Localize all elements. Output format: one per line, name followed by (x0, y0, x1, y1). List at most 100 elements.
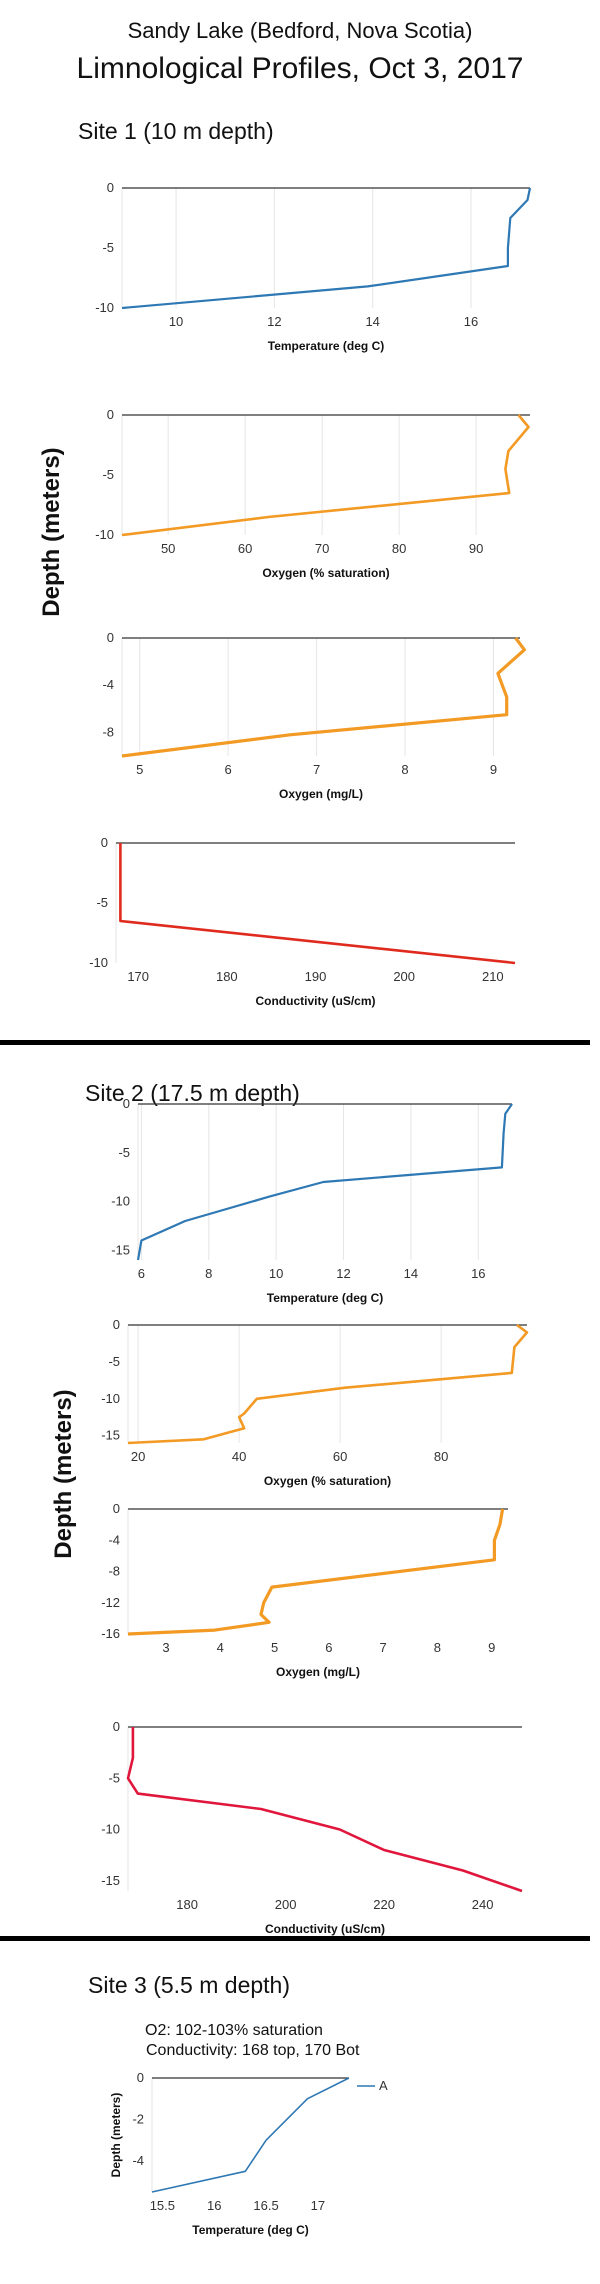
s1-temp-x-tick-label: 12 (267, 314, 281, 329)
s1-oxsat-x-axis-label: Oxygen (% saturation) (262, 566, 389, 580)
s2-temp-y-tick-label: -15 (111, 1242, 130, 1257)
s1-oxsat-series-line (121, 414, 530, 537)
s2-oxsat-x-tick-label: 60 (333, 1449, 347, 1464)
site-3-oxygen-note: O2: 102-103% saturation (145, 2022, 323, 2039)
s1-cond-x-tick-label: 190 (305, 969, 327, 984)
s2-temp-x-tick-label: 12 (336, 1266, 350, 1281)
s3-temp-x-tick-label: 17 (311, 2198, 325, 2213)
s1-oxmg-x-tick-label: 7 (313, 762, 320, 777)
s3-temp-series-line (151, 2077, 350, 2193)
s2-cond-y-tick-label: 0 (113, 1719, 120, 1734)
s1-oxmg-x-axis-label: Oxygen (mg/L) (279, 787, 363, 801)
s2-temp-x-tick-label: 10 (269, 1266, 283, 1281)
s2-oxmg-x-tick-label: 5 (271, 1640, 278, 1655)
s2-cond-x-tick-label: 240 (472, 1897, 494, 1912)
s1-cond-y-tick-label: -10 (89, 955, 108, 970)
s1-oxmg-y-tick-label: -4 (102, 677, 114, 692)
s2-temp-y-tick-label: -5 (118, 1145, 130, 1160)
site-1-title: Site 1 (10 m depth) (78, 118, 274, 144)
s2-oxsat-y-tick-label: 0 (113, 1317, 120, 1332)
s1-cond-x-tick-label: 210 (482, 969, 504, 984)
s3-temp-x-tick-label: 15.5 (150, 2198, 175, 2213)
site-2-title: Site 2 (17.5 m depth) (85, 1080, 300, 1106)
s2-oxmg-y-tick-label: -4 (108, 1532, 120, 1547)
s2-oxsat-x-axis-label: Oxygen (% saturation) (264, 1474, 391, 1488)
s3-temp-y-tick-label: -2 (132, 2111, 144, 2126)
s1-oxsat-x-tick-label: 50 (161, 541, 175, 556)
s2-temp-x-tick-label: 14 (404, 1266, 418, 1281)
s2-oxmg-x-tick-label: 3 (162, 1640, 169, 1655)
report-title: Limnological Profiles, Oct 3, 2017 (76, 52, 524, 85)
s2-temp-y-tick-label: -10 (111, 1194, 130, 1209)
s2-oxsat-y-tick-label: -15 (101, 1428, 120, 1443)
s3-temp-x-tick-label: 16 (207, 2198, 221, 2213)
site-3-title: Site 3 (5.5 m depth) (88, 1972, 290, 1998)
s1-temp-x-tick-label: 10 (169, 314, 183, 329)
s2-oxmg-y-tick-label: -12 (101, 1595, 120, 1610)
s3-temp-y-tick-label: -4 (132, 2153, 144, 2168)
s2-oxmg-x-tick-label: 4 (217, 1640, 224, 1655)
s2-oxmg-y-tick-label: -16 (101, 1626, 120, 1641)
s1-temp-y-tick-label: 0 (107, 180, 114, 195)
s2-oxmg-x-tick-label: 9 (488, 1640, 495, 1655)
s2-oxsat-y-tick-label: -10 (101, 1391, 120, 1406)
s2-cond-series-line (126, 1727, 523, 1893)
s2-oxmg-series-line (127, 1508, 505, 1636)
s1-oxmg-x-tick-label: 8 (401, 762, 408, 777)
s1-cond-y-tick-label: 0 (101, 835, 108, 850)
s2-oxmg-x-tick-label: 8 (434, 1640, 441, 1655)
s2-cond-x-tick-label: 220 (373, 1897, 395, 1912)
s1-temp-x-axis-label: Temperature (deg C) (268, 339, 384, 353)
site-separator (0, 1040, 590, 1045)
s2-oxsat-x-tick-label: 40 (232, 1449, 246, 1464)
s2-temp-x-tick-label: 6 (138, 1266, 145, 1281)
s3-temp-x-axis-label: Temperature (deg C) (192, 2223, 308, 2237)
s1-oxmg-series-line (121, 637, 527, 758)
s1-oxsat-y-tick-label: 0 (107, 407, 114, 422)
s2-cond-y-tick-label: -10 (101, 1822, 120, 1837)
s1-cond-x-tick-label: 200 (393, 969, 415, 984)
s3-temp-legend-label: A (379, 2078, 388, 2093)
s1-cond-x-tick-label: 180 (216, 969, 238, 984)
s2-oxsat-series-line (127, 1323, 529, 1445)
s1-oxmg-x-tick-label: 6 (225, 762, 232, 777)
s2-oxsat-x-tick-label: 20 (131, 1449, 145, 1464)
s2-oxsat-x-tick-label: 80 (434, 1449, 448, 1464)
s1-oxmg-y-tick-label: 0 (107, 630, 114, 645)
s3-temp-x-tick-label: 16.5 (253, 2198, 278, 2213)
s1-temp-series-line (121, 187, 532, 310)
s1-oxmg-x-tick-label: 9 (490, 762, 497, 777)
s1-oxsat-y-tick-label: -5 (102, 467, 114, 482)
s2-temp-series-line (136, 1103, 513, 1261)
s1-cond-x-tick-label: 170 (127, 969, 149, 984)
report-subtitle: Sandy Lake (Bedford, Nova Scotia) (127, 18, 473, 43)
s2-temp-x-tick-label: 16 (471, 1266, 485, 1281)
s2-oxmg-x-axis-label: Oxygen (mg/L) (276, 1665, 360, 1679)
s1-temp-y-tick-label: -10 (95, 300, 114, 315)
s2-oxsat-y-tick-label: -5 (108, 1354, 120, 1369)
s2-oxmg-y-tick-label: 0 (113, 1501, 120, 1516)
s1-oxsat-x-tick-label: 90 (469, 541, 483, 556)
s1-oxsat-x-tick-label: 60 (238, 541, 252, 556)
s1-oxmg-x-tick-label: 5 (136, 762, 143, 777)
s1-cond-x-axis-label: Conductivity (uS/cm) (255, 994, 375, 1008)
site-separator (0, 1936, 590, 1941)
s2-temp-x-tick-label: 8 (205, 1266, 212, 1281)
s1-oxsat-x-tick-label: 70 (315, 541, 329, 556)
s3-temp-y-tick-label: 0 (137, 2070, 144, 2085)
site-3-conductivity-note: Conductivity: 168 top, 170 Bot (146, 2042, 360, 2059)
s1-temp-x-tick-label: 14 (365, 314, 379, 329)
s1-cond-y-tick-label: -5 (96, 895, 108, 910)
s1-oxsat-y-tick-label: -10 (95, 527, 114, 542)
s3-temp-y-axis-label: Depth (meters) (109, 2093, 123, 2178)
s1-oxmg-y-tick-label: -8 (102, 724, 114, 739)
s2-cond-x-tick-label: 200 (275, 1897, 297, 1912)
s2-oxmg-x-tick-label: 7 (380, 1640, 387, 1655)
s2-cond-y-tick-label: -5 (108, 1770, 120, 1785)
s2-temp-y-tick-label: 0 (123, 1096, 130, 1111)
s2-cond-x-tick-label: 180 (176, 1897, 198, 1912)
s2-cond-x-axis-label: Conductivity (uS/cm) (265, 1922, 385, 1936)
s1-temp-y-tick-label: -5 (102, 240, 114, 255)
s1-temp-x-tick-label: 16 (464, 314, 478, 329)
